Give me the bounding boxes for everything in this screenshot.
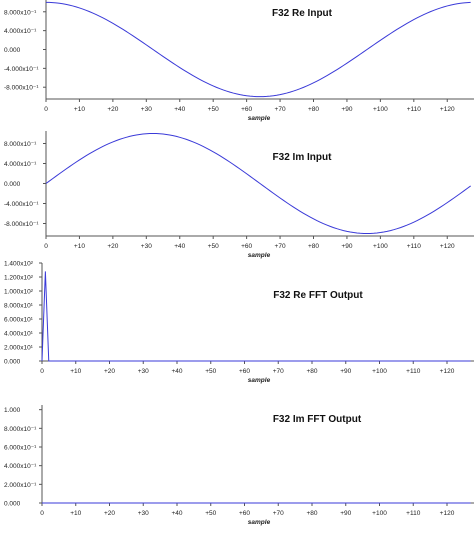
x-axis-label: sample [248,377,271,384]
x-tick-label: +30 [141,243,152,250]
x-tick-label: +60 [239,368,250,375]
x-tick-label: +70 [273,368,284,375]
chart-panel-4: 1.000 8.000x10⁻¹ 6.000x10⁻¹ 4.000x10⁻¹ 2.000… [4,405,474,526]
x-tick-label: +40 [174,243,185,250]
y-tick-label: -4.000x10⁻¹ [4,201,39,208]
x-tick-label: +110 [406,368,421,375]
x-axis-label: sample [248,115,271,122]
y-tick-label: 4.000x10⁻¹ [4,161,37,168]
y-tick-label: 8.000x10⁻¹ [4,426,37,433]
y-tick-label: 6.000x10⁻¹ [4,445,37,452]
y-tick-label: 4.000x10⁻¹ [4,463,37,470]
x-tick-label: +90 [340,368,351,375]
x-tick-label: +120 [440,243,455,250]
y-tick-label: 0.000 [4,47,21,54]
x-tick-label: +70 [275,243,286,250]
x-tick-label: +40 [174,106,185,113]
y-tick-label: 8.000x10¹ [4,303,34,310]
chart-title: F32 Re Input [272,8,333,19]
x-tick-label: +70 [273,510,284,517]
x-tick-label: +60 [239,510,250,517]
x-tick-label: +110 [406,510,421,517]
chart-title: F32 Re FFT Output [273,290,363,301]
y-tick-label: 8.000x10⁻¹ [4,9,37,16]
series-line [45,132,471,235]
x-tick-label: +50 [205,510,216,517]
x-tick-label: +90 [340,510,351,517]
x-tick-label: +70 [275,106,286,113]
x-tick-label: +20 [104,510,115,517]
x-tick-label: +90 [341,243,352,250]
y-tick-label: 1.000x10² [4,289,34,296]
x-tick-label: +100 [372,368,387,375]
x-tick-label: +80 [306,510,317,517]
y-tick-label: 0.000 [4,501,21,508]
x-tick-label: +100 [372,510,387,517]
x-tick-label: 0 [40,510,44,517]
x-tick-label: +40 [171,510,182,517]
x-tick-label: +20 [107,106,118,113]
x-tick-label: +20 [104,368,115,375]
chart-panel-3: 1.400x10² 1.200x10² 1.000x10² 8.000x10¹ 6.00… [4,261,474,384]
y-tick-label: 4.000x10¹ [4,331,34,338]
x-tick-label: +80 [308,243,319,250]
y-tick-label: -8.000x10⁻¹ [4,221,39,228]
x-tick-label: +100 [373,106,388,113]
x-tick-label: +50 [208,243,219,250]
y-tick-label: 0.000 [4,181,21,188]
x-tick-label: +80 [306,368,317,375]
y-tick-label: 8.000x10⁻¹ [4,141,37,148]
x-tick-label: +60 [241,106,252,113]
y-tick-label: 0.000 [4,359,21,366]
x-tick-label: +20 [107,243,118,250]
x-tick-label: +120 [440,368,455,375]
chart-title: F32 Im FFT Output [273,414,362,425]
x-tick-label: +50 [205,368,216,375]
chart-panel-2: 8.000x10⁻¹ 4.000x10⁻¹ 0.000 -4.000x10⁻¹ -8.0… [4,131,474,259]
chart-panel-1: 8.000x10⁻¹ 4.000x10⁻¹ 0.000 -4.000x10⁻¹ -8.0… [4,0,474,122]
x-tick-label: 0 [40,368,44,375]
x-tick-label: +30 [138,510,149,517]
x-tick-label: +80 [308,106,319,113]
x-tick-label: +30 [138,368,149,375]
x-axis-label: sample [248,252,271,259]
x-axis-label: sample [248,519,271,526]
y-tick-label: 1.000 [4,407,21,414]
series-line [41,271,471,362]
y-tick-label: 4.000x10⁻¹ [4,28,37,35]
x-tick-label: 0 [44,243,48,250]
x-tick-label: +110 [407,106,422,113]
y-tick-label: -4.000x10⁻¹ [4,66,39,73]
x-tick-label: +60 [241,243,252,250]
y-tick-label: 2.000x10¹ [4,345,34,352]
y-tick-label: 6.000x10¹ [4,317,34,324]
y-tick-label: -8.000x10⁻¹ [4,85,39,92]
x-tick-label: +50 [208,106,219,113]
x-tick-label: +90 [341,106,352,113]
x-tick-label: +10 [70,368,81,375]
chart-title: F32 Im Input [273,152,333,163]
x-tick-label: 0 [44,106,48,113]
x-tick-label: +10 [74,106,85,113]
y-tick-label: 2.000x10⁻¹ [4,482,37,489]
x-tick-label: +10 [74,243,85,250]
x-tick-label: +30 [141,106,152,113]
x-tick-label: +40 [171,368,182,375]
y-tick-label: 1.200x10² [4,275,34,282]
x-tick-label: +10 [70,510,81,517]
series-line [45,1,471,98]
x-tick-label: +120 [440,510,455,517]
x-tick-label: +110 [407,243,422,250]
x-tick-label: +100 [373,243,388,250]
x-tick-label: +120 [440,106,455,113]
y-tick-label: 1.400x10² [4,261,34,268]
